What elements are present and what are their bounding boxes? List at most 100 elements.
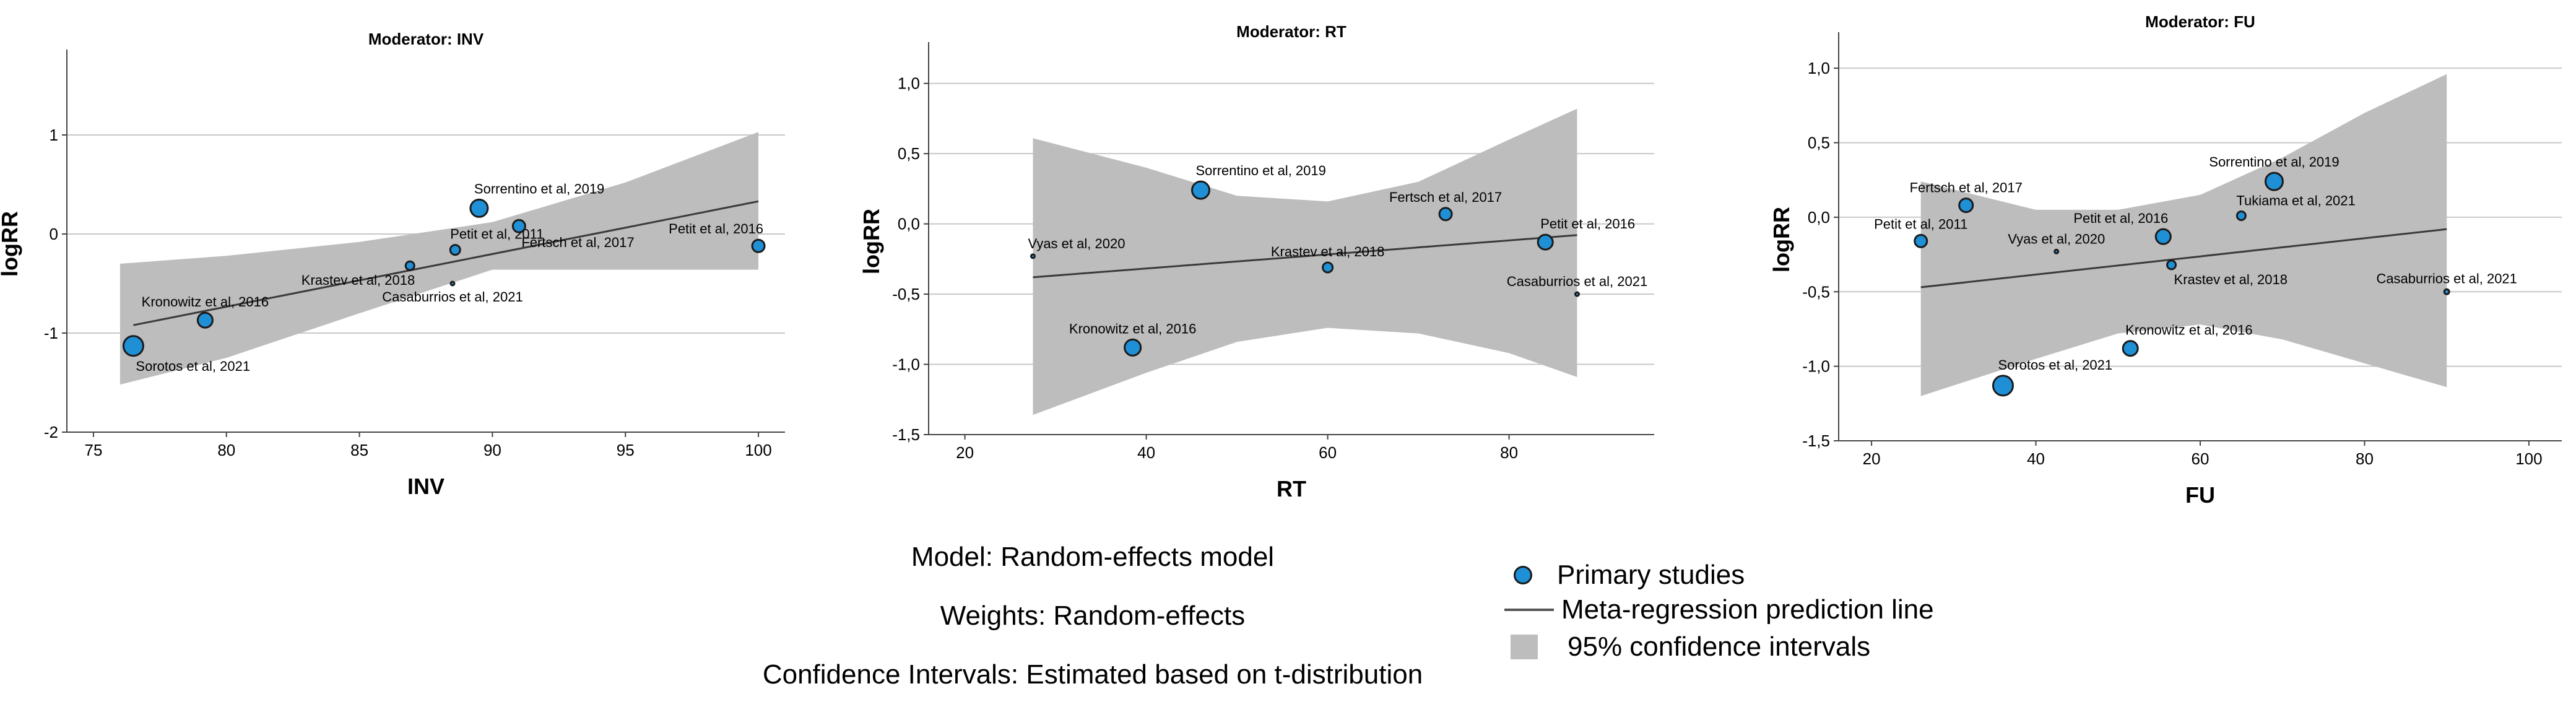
x-tick-label: 85 — [350, 441, 368, 459]
study-point — [2166, 259, 2177, 271]
study-label: Sorotos et al, 2021 — [136, 358, 250, 374]
weights-info-text: Weights: Random-effects — [940, 601, 1246, 631]
legend-item-line: Meta-regression prediction line — [1504, 594, 1934, 625]
y-tick-label: -1,0 — [1802, 357, 1830, 376]
study-point — [1322, 261, 1334, 274]
study-label: Vyas et al, 2020 — [1028, 236, 1125, 251]
confidence-band — [119, 132, 759, 385]
x-tick-label: 40 — [1137, 443, 1155, 462]
charts-area: Moderator: INV -2 -1 0 1 75 80 85 90 95 100 INV logR… — [0, 12, 2562, 508]
study-label: Fertsch et al, 2017 — [1389, 189, 1502, 205]
chart-title: Moderator: RT — [1236, 22, 1347, 41]
study-point — [1124, 338, 1142, 357]
y-tick-label: 1,0 — [1808, 59, 1830, 77]
study-label: Sorrentino et al, 2019 — [2209, 154, 2339, 170]
study-point — [1574, 291, 1580, 297]
study-point — [1914, 233, 1928, 248]
legend-item-points: Primary studies — [1511, 560, 1745, 591]
study-label: Krastev et al, 2018 — [1271, 244, 1384, 259]
y-tick-label: -1,5 — [1802, 432, 1830, 450]
study-label: Casaburrios et al, 2021 — [2376, 271, 2517, 286]
regression-line — [133, 200, 759, 326]
study-point — [2443, 288, 2450, 295]
y-tick-label: -1 — [44, 324, 58, 342]
study-label: Casaburrios et al, 2021 — [382, 289, 523, 305]
study-point — [2122, 340, 2139, 357]
study-point — [1030, 253, 1036, 259]
y-tick-label: -0,5 — [892, 285, 920, 303]
chart-panel-inv: Moderator: INV -2 -1 0 1 75 80 85 90 95 100 INV logR… — [0, 30, 785, 499]
legend-points-label: Primary studies — [1557, 560, 1745, 590]
chart-title: Moderator: FU — [2145, 12, 2255, 31]
study-label: Sorotos et al, 2021 — [1998, 357, 2112, 373]
x-tick-label: 20 — [1863, 449, 1881, 468]
x-tick-label: 20 — [956, 443, 974, 462]
confidence-band — [1033, 108, 1577, 415]
study-label: Petit et al, 2011 — [1874, 216, 1967, 232]
study-label: Kronowitz et al, 2016 — [2125, 323, 2252, 338]
y-tick-label: 0,5 — [898, 144, 920, 163]
y-tick-label: -0,5 — [1802, 282, 1830, 301]
ci-method-text: Confidence Intervals: Estimated based on… — [762, 659, 1423, 690]
y-tick-label: -1,5 — [892, 425, 920, 444]
legend-point-icon — [1514, 566, 1532, 584]
y-tick-label: 1,0 — [898, 74, 920, 93]
study-label: Casaburrios et al, 2021 — [1507, 274, 1647, 289]
legend-item-band: 95% confidence intervals — [1511, 631, 1870, 662]
study-point — [2236, 210, 2247, 221]
study-point — [469, 198, 489, 218]
study-label: Petit et al, 2016 — [2073, 210, 2168, 226]
study-label: Krastev et al, 2018 — [2174, 272, 2288, 287]
x-tick-label: 40 — [2027, 449, 2045, 468]
y-tick-label: 0 — [50, 225, 58, 243]
study-point — [2154, 228, 2172, 245]
x-axis-title: INV — [407, 474, 445, 499]
study-point — [1992, 375, 2014, 397]
y-tick-label: -2 — [44, 423, 58, 441]
study-point — [449, 280, 456, 287]
x-axis-title: FU — [2185, 482, 2215, 508]
legend-band-icon — [1511, 635, 1538, 659]
x-tick-label: 75 — [85, 441, 103, 459]
x-tick-label: 100 — [745, 441, 771, 459]
study-point — [404, 260, 415, 271]
x-tick-label: 80 — [217, 441, 235, 459]
study-point — [1958, 197, 1974, 214]
y-tick-label: 0,5 — [1808, 134, 1830, 152]
study-point — [449, 244, 461, 256]
model-info-text: Model: Random-effects model — [911, 542, 1275, 572]
x-tick-label: 80 — [2356, 449, 2374, 468]
regression-line — [1033, 234, 1577, 279]
study-label: Tukiama et al, 2021 — [2236, 193, 2355, 208]
chart-panel-rt: Moderator: RT -1,5 -1,0 -0,5 0,0 0,5 1,0 20 40 60… — [859, 22, 1654, 501]
study-point — [1438, 207, 1453, 222]
chart-title: Moderator: INV — [368, 30, 484, 48]
study-label: Krastev et al, 2018 — [301, 272, 415, 288]
study-label: Sorrentino et al, 2019 — [1196, 163, 1326, 178]
study-label: Kronowitz et al, 2016 — [142, 294, 269, 310]
study-label: Kronowitz et al, 2016 — [1069, 321, 1196, 336]
study-point — [2053, 248, 2060, 254]
legend-line-icon — [1504, 609, 1554, 611]
y-tick-label: 1 — [50, 126, 58, 144]
study-label: Fertsch et al, 2017 — [1910, 180, 2023, 196]
y-tick-label: 0,0 — [898, 215, 920, 233]
x-tick-label: 80 — [1500, 443, 1518, 462]
legend-line-label: Meta-regression prediction line — [1561, 594, 1934, 625]
y-axis-title: logRR — [859, 209, 884, 274]
study-point — [1537, 233, 1554, 251]
x-tick-label: 60 — [2192, 449, 2210, 468]
study-label: Sorrentino et al, 2019 — [474, 181, 604, 196]
legend-band-label: 95% confidence intervals — [1568, 631, 1871, 662]
study-point — [196, 311, 214, 329]
study-point — [1191, 180, 1210, 200]
chart-panel-fu: Moderator: FU -1,5 -1,0 -0,5 0,0 0,5 1,0 20 40 60… — [1769, 12, 2562, 508]
study-point — [751, 238, 766, 253]
study-point — [2264, 171, 2284, 191]
y-tick-label: -1,0 — [892, 355, 920, 374]
y-axis-title: logRR — [0, 211, 22, 277]
x-tick-label: 100 — [2515, 449, 2542, 468]
study-label: Petit et al, 2016 — [1540, 216, 1635, 232]
regression-line — [1920, 228, 2447, 288]
x-axis-title: RT — [1277, 476, 1306, 501]
